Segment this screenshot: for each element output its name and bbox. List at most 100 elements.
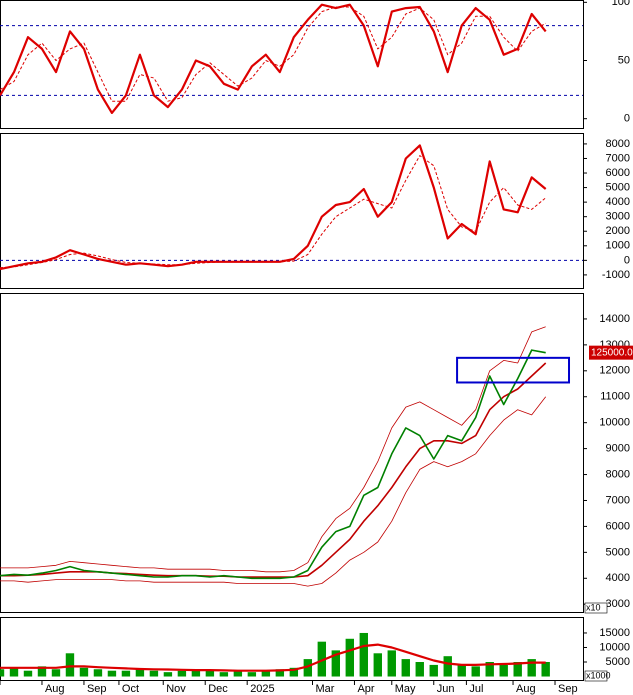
volume-bar xyxy=(373,653,382,677)
volume-bar xyxy=(289,667,299,677)
x-tick-label: May xyxy=(395,683,416,695)
x-tick-label: Jul xyxy=(469,683,483,695)
volume-bar xyxy=(275,669,285,677)
volume-bar xyxy=(23,670,33,677)
scale-note-box xyxy=(584,602,608,614)
y-tick-label: 10000 xyxy=(599,641,630,653)
volume-bar xyxy=(303,659,313,677)
volume-bar xyxy=(219,672,229,677)
y-tick-label: 15000 xyxy=(599,627,630,639)
volume-bar xyxy=(247,672,257,677)
volume-bar xyxy=(79,667,89,677)
x-tick-label: Dec xyxy=(208,683,228,695)
y-tick-label: 7000 xyxy=(606,152,630,164)
y-tick-label: 3000 xyxy=(606,211,630,223)
y-tick-label: 6000 xyxy=(606,167,630,179)
volume-bar xyxy=(331,650,341,677)
volume-bar xyxy=(457,664,466,677)
y-tick-label: 12000 xyxy=(599,365,630,377)
series-line xyxy=(0,362,547,578)
volume-bar xyxy=(401,659,410,677)
y-tick-label: 6000 xyxy=(606,520,630,532)
volume-bar xyxy=(387,650,396,677)
last-price-box xyxy=(589,345,633,360)
volume-bar xyxy=(541,662,550,677)
volume-bar xyxy=(499,664,508,677)
x-tick-label: Oct xyxy=(122,683,139,695)
volume-bar xyxy=(345,638,354,677)
series-line xyxy=(0,3,547,114)
volume-bar xyxy=(485,662,494,677)
panel-frame xyxy=(0,293,584,613)
volume-bar xyxy=(149,670,159,677)
volume-bar xyxy=(415,662,424,677)
panel-frame xyxy=(0,133,584,289)
volume-bar xyxy=(443,656,452,677)
volume-bar xyxy=(0,669,5,677)
volume-bar xyxy=(107,670,117,677)
volume-bar xyxy=(429,664,438,677)
volume-bar xyxy=(121,670,131,677)
y-tick-label: 2000 xyxy=(606,225,630,237)
volume-bar xyxy=(191,669,201,677)
y-tick-label: 1000 xyxy=(606,240,630,252)
series-line xyxy=(0,144,547,271)
y-tick-label: 5000 xyxy=(606,656,630,668)
y-tick-label: 8000 xyxy=(606,468,630,480)
x-tick-label: Sep xyxy=(558,683,578,695)
y-tick-label: 7000 xyxy=(606,494,630,506)
last-price-label: 125000.0 xyxy=(591,347,633,358)
series-line xyxy=(0,349,546,580)
series-line xyxy=(0,155,547,269)
volume-bar xyxy=(9,667,19,677)
y-tick-label: 100 xyxy=(612,0,630,8)
volume-bar xyxy=(527,659,536,677)
y-tick-label: 0 xyxy=(624,254,630,266)
volume-bar xyxy=(471,666,480,677)
volume-bar xyxy=(163,672,173,677)
y-tick-label: 5000 xyxy=(606,546,630,558)
x-tick-label: Aug xyxy=(516,683,536,695)
x-tick-label: 2025 xyxy=(250,683,274,695)
volume-bar xyxy=(205,670,215,677)
series-line xyxy=(0,6,546,102)
x-tick-label: Jun xyxy=(437,683,455,695)
panel-frame xyxy=(0,0,584,129)
volume-bar xyxy=(93,669,103,677)
y-tick-label: 4000 xyxy=(606,572,630,584)
x-tick-label: Sep xyxy=(87,683,107,695)
y-tick-label: 0 xyxy=(624,113,630,125)
scale-note: x1000 xyxy=(586,670,611,680)
x-tick-label: Mar xyxy=(315,683,334,695)
volume-bar xyxy=(513,662,522,677)
x-tick-label: Nov xyxy=(166,683,186,695)
y-tick-label: 5000 xyxy=(606,181,630,193)
y-tick-label: 8000 xyxy=(606,138,630,150)
x-tick-label: Apr xyxy=(357,683,374,695)
volume-bar xyxy=(317,641,327,677)
y-tick-label: 3000 xyxy=(606,598,630,610)
x-tick-label: Aug xyxy=(45,683,65,695)
volume-bar xyxy=(51,669,61,677)
volume-bar xyxy=(261,670,271,677)
y-tick-label: -1000 xyxy=(602,269,630,281)
y-tick-label: 9000 xyxy=(606,443,630,455)
series-line xyxy=(0,643,546,672)
y-tick-label: 11000 xyxy=(600,391,630,403)
y-tick-label: 50 xyxy=(618,54,630,66)
volume-bar xyxy=(37,666,47,677)
volume-bar xyxy=(177,670,187,677)
series-line xyxy=(0,326,546,573)
volume-bar xyxy=(135,669,145,677)
panel-frame xyxy=(0,617,584,681)
y-tick-label: 10000 xyxy=(599,417,630,429)
volume-bar xyxy=(65,653,75,677)
volume-bar xyxy=(233,670,243,677)
y-tick-label: 4000 xyxy=(606,196,630,208)
highlight-box xyxy=(456,356,571,384)
scale-note-box xyxy=(584,670,608,682)
scale-note: x10 xyxy=(586,602,601,612)
volume-bar xyxy=(359,632,368,677)
series-line xyxy=(0,396,547,587)
